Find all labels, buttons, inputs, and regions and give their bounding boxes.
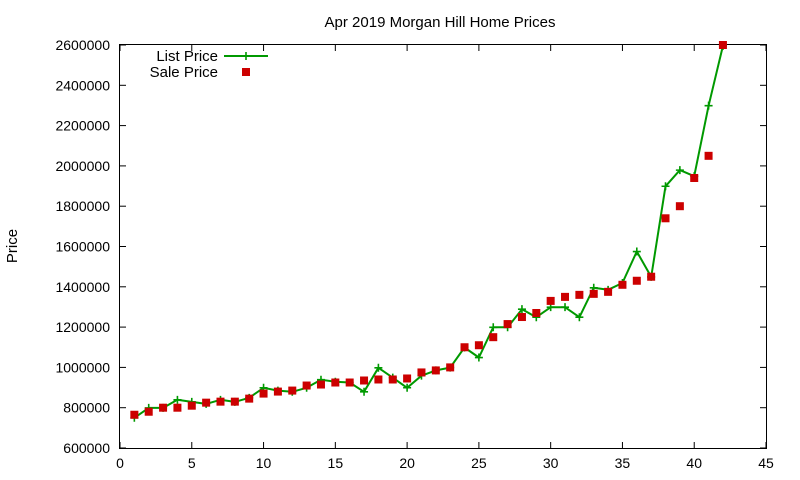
series-sale-price	[130, 41, 727, 419]
sale-price-point	[517, 313, 526, 322]
y-tick-label: 2200000	[55, 118, 110, 134]
legend-label-sale-price: Sale Price	[150, 64, 218, 81]
x-tick-label: 25	[471, 455, 487, 471]
sale-price-point	[446, 363, 455, 372]
list-price-point	[517, 305, 526, 314]
y-tick-label: 1200000	[55, 319, 110, 335]
sale-price-point	[675, 202, 684, 211]
list-price-point	[403, 383, 412, 392]
x-tick-label: 10	[256, 455, 272, 471]
x-tick-label: 45	[758, 455, 774, 471]
chart-title: Apr 2019 Morgan Hill Home Prices	[325, 14, 556, 31]
y-tick-label: 800000	[63, 400, 110, 416]
plot-frame	[119, 44, 767, 449]
sale-price-point	[661, 214, 670, 223]
sale-price-point	[202, 398, 211, 407]
y-axis-label: Price	[4, 229, 21, 263]
x-tick-label: 40	[686, 455, 702, 471]
sale-price-point	[273, 387, 282, 396]
sale-price-point	[532, 308, 541, 317]
axes: 0 5 10 15 20 25 30 35 40 45 600000 800000 1000000 120…	[55, 37, 774, 471]
sale-price-point	[216, 397, 225, 406]
list-price-point	[704, 101, 713, 110]
legend-marker-list-price	[242, 52, 250, 60]
sale-price-point	[388, 375, 397, 384]
sale-price-point	[316, 380, 325, 389]
y-tick-label: 1000000	[55, 359, 110, 375]
list-price-point	[360, 387, 369, 396]
sale-price-point	[431, 366, 440, 375]
sale-price-point	[230, 397, 239, 406]
list-price-point	[675, 166, 684, 175]
sale-price-point	[460, 343, 469, 352]
legend-marker-sale-price	[242, 68, 250, 76]
sale-price-point	[331, 378, 340, 387]
list-price-point	[575, 313, 584, 322]
list-price-point	[661, 182, 670, 191]
sale-price-point	[187, 401, 196, 410]
sale-price-point	[159, 403, 168, 412]
sale-price-point	[503, 320, 512, 329]
list-price-line	[133, 45, 724, 419]
sale-price-point	[632, 276, 641, 285]
sale-price-point	[474, 341, 483, 350]
sale-price-point	[690, 173, 699, 182]
list-price-point	[561, 303, 570, 312]
legend: List Price Sale Price	[150, 48, 268, 81]
sale-price-point	[489, 333, 498, 342]
x-tick-label: 0	[116, 455, 124, 471]
list-price-point	[632, 247, 641, 256]
series-layer	[130, 41, 727, 422]
sale-price-point	[589, 289, 598, 298]
x-tick-label: 30	[543, 455, 559, 471]
y-tick-label: 1800000	[55, 198, 110, 214]
y-tick-label: 600000	[63, 440, 110, 456]
y-tick-label: 2000000	[55, 158, 110, 174]
sale-price-point	[618, 280, 627, 289]
y-tick-label: 1600000	[55, 239, 110, 255]
sale-price-point	[546, 296, 555, 305]
sale-price-point	[345, 378, 354, 387]
sale-price-point	[302, 381, 311, 390]
sale-price-point	[718, 41, 727, 49]
x-tick-label: 15	[328, 455, 344, 471]
y-tick-label: 1400000	[55, 279, 110, 295]
y-tick-label: 2600000	[55, 37, 110, 53]
sale-price-point	[575, 290, 584, 299]
list-price-point	[173, 395, 182, 404]
x-tick-label: 20	[399, 455, 415, 471]
sale-price-point	[704, 151, 713, 160]
legend-label-list-price: List Price	[156, 48, 218, 65]
sale-price-point	[130, 410, 139, 419]
sale-price-point	[360, 376, 369, 385]
sale-price-point	[245, 394, 254, 403]
y-tick-label: 2400000	[55, 77, 110, 93]
sale-price-point	[647, 272, 656, 281]
sale-price-point	[403, 374, 412, 383]
list-price-point	[489, 323, 498, 332]
series-list-price	[130, 42, 727, 422]
x-tick-label: 5	[188, 455, 196, 471]
sale-price-point	[374, 375, 383, 384]
sale-price-point	[259, 389, 268, 398]
sale-price-point	[288, 386, 297, 395]
list-price-point	[474, 353, 483, 362]
sale-price-point	[173, 403, 182, 412]
sale-price-point	[604, 287, 613, 296]
sale-price-point	[144, 407, 153, 416]
list-price-point	[374, 363, 383, 372]
sale-price-point	[561, 292, 570, 301]
sale-price-point	[417, 368, 426, 377]
x-tick-label: 35	[615, 455, 631, 471]
